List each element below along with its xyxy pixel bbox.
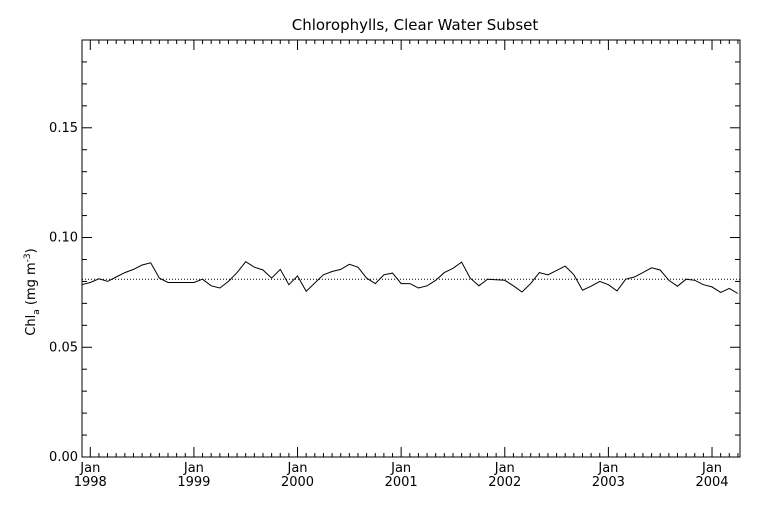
x-tick-label-month: Jan xyxy=(494,461,515,476)
x-tick-label-month: Jan xyxy=(390,461,411,476)
x-tick-label-year: 1999 xyxy=(177,475,210,490)
x-tick-label-month: Jan xyxy=(183,461,204,476)
x-tick-label-year: 1998 xyxy=(74,475,107,490)
x-tick-label-year: 2002 xyxy=(488,475,521,490)
y-axis-label-close: ) xyxy=(24,248,39,253)
plot-frame xyxy=(81,39,741,458)
y-axis-label: Chla (mg m-3) xyxy=(23,248,42,335)
series-line xyxy=(81,261,739,294)
x-tick-label-year: 2004 xyxy=(695,475,728,490)
x-tick-label-month: Jan xyxy=(597,461,618,476)
chart-title: Chlorophylls, Clear Water Subset xyxy=(292,16,539,34)
y-axis-ticks: 0.00 0.05 0.10 0.15 xyxy=(49,39,740,465)
y-tick-label: 0.15 xyxy=(49,121,78,136)
y-axis-label-superscript: -3 xyxy=(23,253,33,262)
x-tick-label-month: Jan xyxy=(79,461,100,476)
x-tick-label-month: Jan xyxy=(287,461,308,476)
y-tick-label: 0.10 xyxy=(49,231,78,246)
x-tick-label-year: 2000 xyxy=(281,475,314,490)
y-axis-label-subscript: a xyxy=(32,309,42,315)
x-tick-label-year: 2003 xyxy=(592,475,625,490)
y-axis-label-prefix: Chl xyxy=(24,315,39,336)
x-tick-label-month: Jan xyxy=(701,461,722,476)
y-tick-label: 0.05 xyxy=(49,340,78,355)
x-tick-label-year: 2001 xyxy=(385,475,418,490)
x-axis-ticks: Jan1998Jan1999Jan2000Jan2001Jan2002Jan20… xyxy=(74,40,739,490)
y-axis-label-unit: (mg m xyxy=(24,262,39,309)
y-tick-label: 0.00 xyxy=(49,450,78,465)
